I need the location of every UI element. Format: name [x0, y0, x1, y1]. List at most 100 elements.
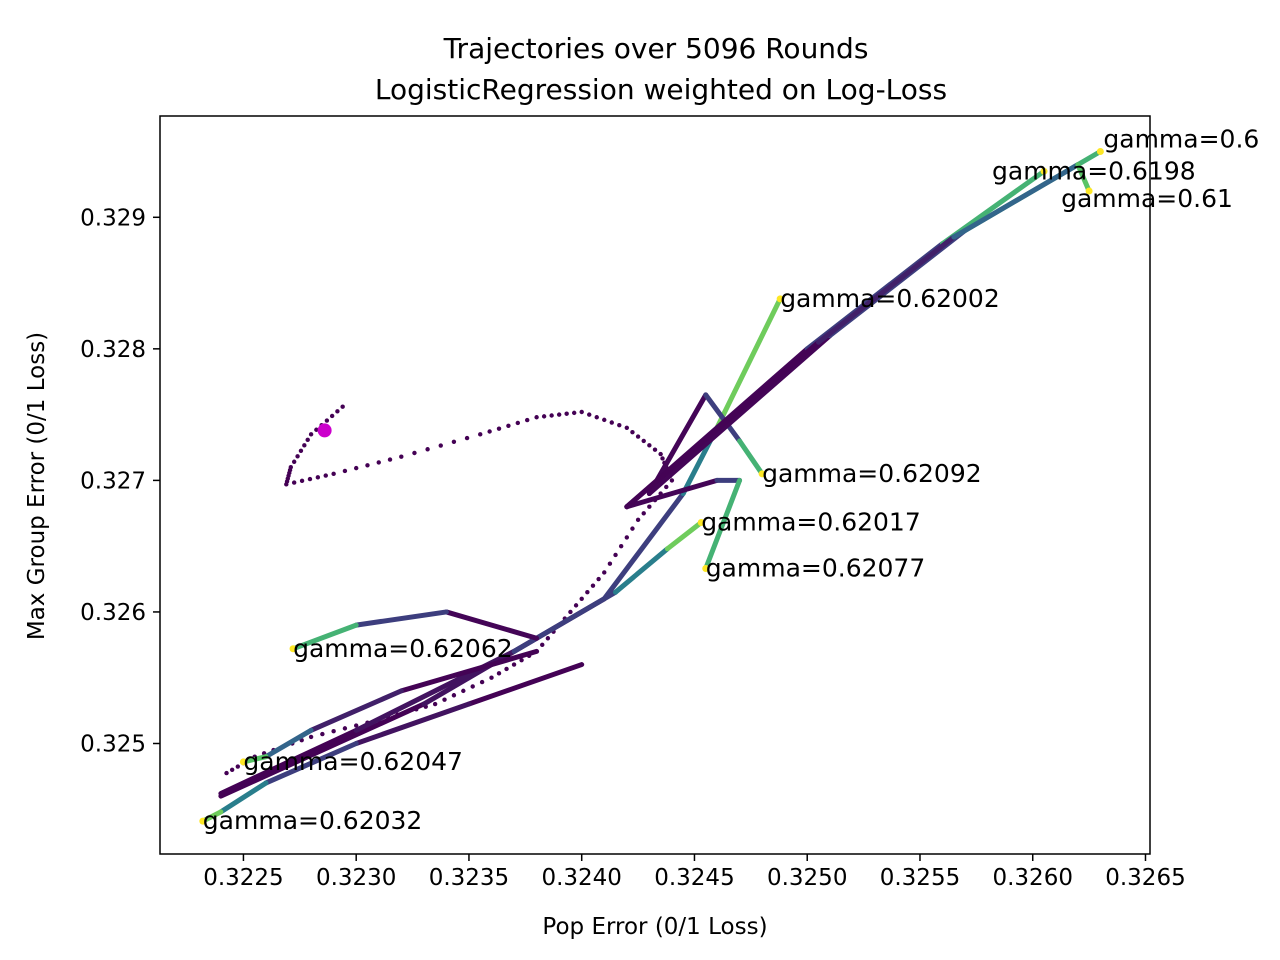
trajectory-dot	[511, 662, 517, 667]
trajectory-dot	[602, 570, 607, 575]
series-line-segment	[714, 296, 783, 431]
y-tick-label: 0.327	[80, 468, 146, 494]
chart-subtitle: LogisticRegression weighted on Log-Loss	[375, 73, 947, 106]
series-label: gamma=0.62002	[780, 284, 1000, 313]
series-line-segment	[353, 609, 449, 628]
trajectory-dot	[329, 413, 335, 419]
trajectory-dot	[284, 482, 289, 487]
trajectory-dot	[399, 454, 404, 459]
trajectory-dot	[664, 484, 669, 490]
trajectory-dot	[320, 731, 325, 737]
series-line-segment	[353, 701, 472, 746]
y-axis: 0.325 0.326 0.327 0.328 0.329	[80, 205, 160, 757]
series-label: gamma=0.62047	[243, 747, 463, 776]
series-line-segment	[290, 622, 359, 652]
series-label: gamma=0.62062	[293, 634, 513, 663]
trajectory-dot	[307, 476, 313, 482]
trajectory-dot	[305, 437, 310, 443]
chart-title: Trajectories over 5096 Rounds	[443, 32, 869, 65]
trajectory-dot	[669, 478, 675, 483]
chart-titles: Trajectories over 5096 Rounds LogisticRe…	[375, 32, 947, 106]
series-end-point	[776, 295, 784, 303]
series-label: gamma=0.62077	[706, 554, 926, 583]
trajectory-dot	[291, 480, 297, 485]
series-end-point	[199, 817, 207, 825]
trajectory-dot	[590, 583, 596, 588]
trajectory-dot	[376, 460, 381, 465]
series-line-segment	[601, 491, 686, 602]
y-tick-label: 0.326	[80, 600, 146, 626]
trajectory-dot	[571, 410, 577, 416]
trajectory-dot	[489, 675, 494, 680]
trajectory-dot	[432, 701, 438, 707]
trajectory-dot	[541, 414, 547, 419]
trajectory-dot	[540, 642, 545, 648]
series-label: gamma=0.6	[1103, 125, 1259, 154]
trajectory-dot	[295, 454, 300, 459]
series-line-segment	[218, 727, 359, 796]
trajectory-dot	[630, 526, 635, 531]
series-line-segment	[951, 162, 1081, 240]
trajectory-dot	[425, 447, 430, 452]
trajectory-dot	[298, 448, 304, 453]
trajectory-dot	[556, 412, 562, 417]
trajectory-dot	[641, 511, 646, 516]
trajectory-dot	[324, 418, 330, 423]
trajectory-dot	[224, 770, 229, 776]
series-label: gamma=0.62017	[701, 508, 921, 537]
trajectory-dot	[519, 657, 524, 663]
trajectory-dot	[464, 435, 470, 441]
plot-layer	[199, 148, 1104, 825]
trajectory-dot	[587, 412, 592, 417]
trajectory-dot	[635, 434, 641, 439]
series-line-segment	[466, 662, 585, 707]
trajectory-dot	[618, 543, 624, 549]
trajectory-dot	[624, 425, 630, 430]
trajectory-dot	[365, 463, 370, 468]
trajectory-dot	[299, 478, 305, 484]
trajectory-dot	[354, 723, 359, 728]
series-end-point	[1040, 167, 1048, 175]
trajectory-dot	[479, 679, 485, 685]
trajectory-dot	[602, 417, 607, 423]
x-tick-label: 0.3235	[429, 865, 509, 891]
trajectory-dot	[335, 409, 340, 414]
x-tick-label: 0.3230	[316, 865, 396, 891]
series-line-segment	[240, 754, 269, 765]
trajectory-dot	[585, 590, 590, 595]
trajectory-dot	[658, 451, 663, 457]
trajectory-dot	[496, 426, 502, 431]
trajectory-dot	[235, 764, 240, 769]
y-axis-label: Max Group Error (0/1 Loss)	[24, 332, 50, 640]
trajectory-dot	[302, 443, 307, 448]
trajectory-dot	[331, 471, 336, 477]
trajectory-dot	[534, 415, 539, 420]
series-end-point	[758, 470, 766, 478]
trajectory-dot	[624, 535, 630, 540]
series-end-point	[239, 758, 247, 766]
series-line-segment	[624, 339, 821, 510]
y-tick-label: 0.325	[80, 731, 146, 757]
trajectory-dot	[613, 552, 618, 558]
trajectory-dot	[568, 609, 573, 615]
trajectory-dot	[635, 517, 641, 523]
trajectory-dot	[504, 666, 509, 672]
trajectory-dot	[579, 596, 584, 601]
series-line-segment	[703, 392, 743, 444]
trajectory-dot	[308, 432, 314, 437]
y-tick-label: 0.328	[80, 337, 146, 363]
series-end-point	[1096, 148, 1104, 156]
x-axis: 0.3225 0.3230 0.3235 0.3240 0.3245 0.3250 0.32…	[203, 854, 1186, 891]
series-line-segment	[443, 609, 540, 641]
x-tick-label: 0.3260	[992, 865, 1072, 891]
trajectory-dot	[412, 450, 417, 456]
trajectory-dot	[442, 697, 447, 702]
trajectory-dot	[496, 671, 502, 676]
highlight-point	[317, 423, 332, 438]
trajectory-dot	[579, 409, 584, 415]
trajectory-dot	[229, 767, 235, 773]
series-end-point	[702, 565, 710, 573]
series-line-segment	[1075, 162, 1092, 194]
x-tick-label: 0.3250	[767, 865, 847, 891]
